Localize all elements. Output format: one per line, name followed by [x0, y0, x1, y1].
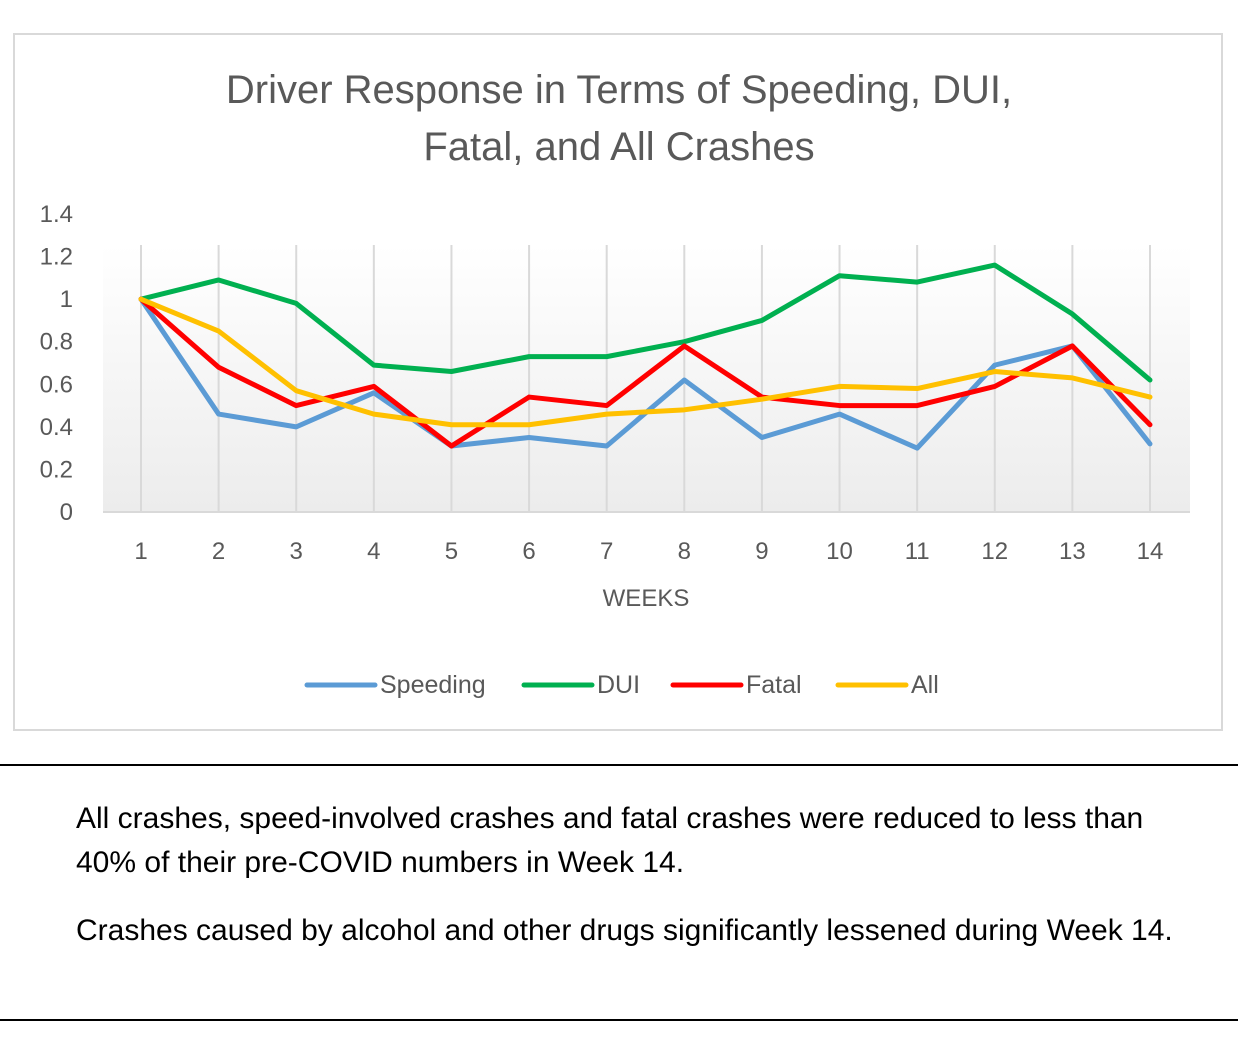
- y-tick-label: 1.2: [40, 244, 73, 271]
- chart-title-line-1: Driver Response in Terms of Speeding, DU…: [226, 68, 1012, 112]
- chart-frame: [13, 33, 1223, 731]
- x-tick-label: 11: [905, 538, 930, 565]
- bottom-rule: [0, 1019, 1238, 1021]
- legend-label-fatal: Fatal: [746, 671, 802, 699]
- line-chart: Driver Response in Terms of Speeding, DU…: [40, 68, 1190, 699]
- x-tick-label: 14: [1137, 538, 1164, 565]
- y-tick-label: 1.4: [40, 201, 73, 228]
- legend-label-all: All: [911, 671, 939, 699]
- note-2: Crashes caused by alcohol and other drug…: [76, 914, 1173, 947]
- x-tick-label: 4: [367, 538, 380, 565]
- top-rule: [0, 764, 1238, 766]
- x-tick-label: 10: [826, 538, 853, 565]
- x-tick-label: 13: [1059, 538, 1086, 565]
- x-tick-label: 2: [212, 538, 225, 565]
- y-tick-label: 0.2: [40, 456, 73, 483]
- x-tick-label: 3: [290, 538, 303, 565]
- series-line-dui: [138, 262, 1153, 383]
- x-axis-label: WEEKS: [603, 585, 690, 612]
- y-tick-label: 0.6: [40, 371, 73, 398]
- x-tick-label: 6: [522, 538, 535, 565]
- x-tick-label: 9: [755, 538, 768, 565]
- x-tick-label: 5: [445, 538, 458, 565]
- x-tick-label: 8: [678, 538, 691, 565]
- series-line-fatal: [138, 296, 1153, 449]
- x-tick-label: 12: [981, 538, 1008, 565]
- note-1: All crashes, speed-involved crashes and …: [76, 802, 1144, 879]
- y-tick-label: 0.8: [40, 329, 73, 356]
- y-tick-label: 1: [60, 286, 73, 313]
- x-tick-label: 1: [134, 538, 147, 565]
- chart-title-line-2: Fatal, and All Crashes: [423, 125, 814, 169]
- x-tick-label: 7: [600, 538, 613, 565]
- y-tick-label: 0.4: [40, 414, 73, 441]
- legend-label-dui: DUI: [597, 671, 640, 699]
- legend-label-speeding: Speeding: [380, 671, 486, 699]
- y-tick-label: 0: [60, 499, 73, 526]
- series-line-all: [138, 296, 1153, 428]
